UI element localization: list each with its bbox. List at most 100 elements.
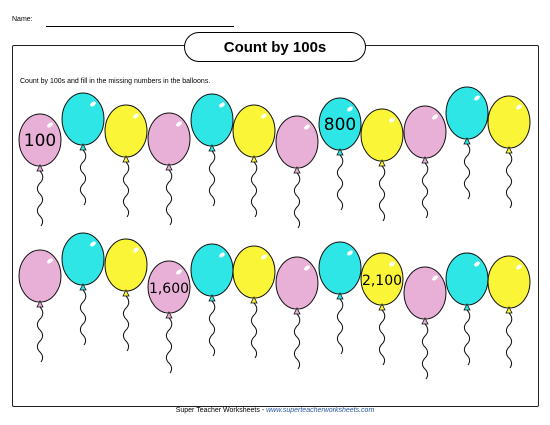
balloon-string (208, 150, 216, 207)
balloon-1-4[interactable] (147, 112, 191, 226)
balloon-string (463, 309, 471, 366)
balloon-knot (165, 311, 173, 319)
balloon-highlight (516, 264, 522, 270)
balloon-number: 800 (324, 115, 356, 135)
balloon-body (190, 93, 234, 147)
balloon-highlight (133, 113, 139, 119)
balloon-string (463, 143, 471, 200)
balloon-string (505, 312, 513, 369)
balloon-highlight (176, 269, 182, 275)
balloon-highlight (47, 122, 53, 128)
balloon-highlight (133, 247, 139, 253)
balloon-highlight (474, 261, 480, 267)
balloon-highlight (219, 252, 225, 258)
balloon-body (403, 105, 447, 159)
balloon-string (505, 152, 513, 209)
balloon-number: 2,100 (362, 273, 402, 289)
balloon-knot (463, 137, 471, 145)
balloon-string (122, 295, 130, 352)
balloon-body (318, 241, 362, 295)
footer-brand: Super Teacher Worksheets (175, 407, 260, 414)
balloon-number: 1,600 (149, 281, 189, 297)
balloon-highlight (474, 95, 480, 101)
balloon-2-4[interactable]: 1,600 (147, 260, 191, 374)
balloon-string (36, 170, 44, 227)
balloon-knot (122, 155, 130, 163)
balloon-highlight (389, 261, 395, 267)
balloon-body (147, 112, 191, 166)
balloon-knot (208, 294, 216, 302)
balloon-highlight (432, 275, 438, 281)
balloon-knot (165, 163, 173, 171)
balloon-knot (336, 148, 344, 156)
footer: Super Teacher Worksheets - www.superteac… (0, 407, 550, 414)
balloon-knot (293, 166, 301, 174)
balloon-string (250, 161, 258, 218)
balloon-1-11[interactable] (445, 86, 489, 200)
balloon-knot (36, 300, 44, 308)
balloon-knot (79, 143, 87, 151)
balloon-body (232, 245, 276, 299)
balloon-highlight (261, 113, 267, 119)
footer-url-link[interactable]: www.superteacherworksheets.com (266, 407, 375, 414)
balloon-knot (505, 146, 513, 154)
balloon-1-10[interactable] (403, 105, 447, 219)
balloon-body (403, 266, 447, 320)
balloon-string (79, 149, 87, 206)
balloon-string (165, 317, 173, 374)
balloon-body (61, 232, 105, 286)
balloon-body (61, 92, 105, 146)
balloon-highlight (47, 258, 53, 264)
balloon-1-9[interactable] (360, 108, 404, 222)
balloon-string (293, 172, 301, 229)
balloon-1-6[interactable] (232, 104, 276, 218)
balloon-string (421, 323, 429, 380)
balloon-highlight (219, 102, 225, 108)
balloon-body (487, 255, 531, 309)
balloon-2-1[interactable] (18, 249, 62, 363)
balloon-highlight (304, 124, 310, 130)
balloon-knot (250, 296, 258, 304)
balloon-body (18, 249, 62, 303)
balloon-1-1[interactable]: 100 (18, 113, 62, 227)
balloon-knot (336, 292, 344, 300)
balloon-highlight (347, 106, 353, 112)
balloon-highlight (176, 121, 182, 127)
balloon-knot (463, 303, 471, 311)
balloon-knot (208, 144, 216, 152)
balloon-body (104, 238, 148, 292)
balloon-body (190, 243, 234, 297)
balloon-knot (36, 164, 44, 172)
balloon-1-5[interactable] (190, 93, 234, 207)
balloon-1-3[interactable] (104, 104, 148, 218)
balloon-2-11[interactable] (445, 252, 489, 366)
balloon-string (165, 169, 173, 226)
balloon-highlight (261, 254, 267, 260)
name-line[interactable] (46, 26, 234, 27)
balloon-string (79, 289, 87, 346)
balloon-knot (505, 306, 513, 314)
balloon-2-6[interactable] (232, 245, 276, 359)
balloon-2-2[interactable] (61, 232, 105, 346)
balloon-1-7[interactable] (275, 115, 319, 229)
balloon-2-7[interactable] (275, 256, 319, 370)
balloon-2-8[interactable] (318, 241, 362, 355)
balloon-highlight (90, 101, 96, 107)
instructions-text: Count by 100s and fill in the missing nu… (20, 78, 211, 85)
balloon-knot (378, 159, 386, 167)
balloon-1-8[interactable]: 800 (318, 97, 362, 211)
balloon-1-12[interactable] (487, 95, 531, 209)
balloon-knot (79, 283, 87, 291)
balloon-body (445, 86, 489, 140)
balloon-2-12[interactable] (487, 255, 531, 369)
balloon-2-5[interactable] (190, 243, 234, 357)
balloon-body (360, 108, 404, 162)
balloon-2-10[interactable] (403, 266, 447, 380)
balloon-2-9[interactable]: 2,100 (360, 252, 404, 366)
balloon-knot (250, 155, 258, 163)
balloon-2-3[interactable] (104, 238, 148, 352)
balloon-string (378, 309, 386, 366)
balloon-highlight (389, 117, 395, 123)
balloon-1-2[interactable] (61, 92, 105, 206)
